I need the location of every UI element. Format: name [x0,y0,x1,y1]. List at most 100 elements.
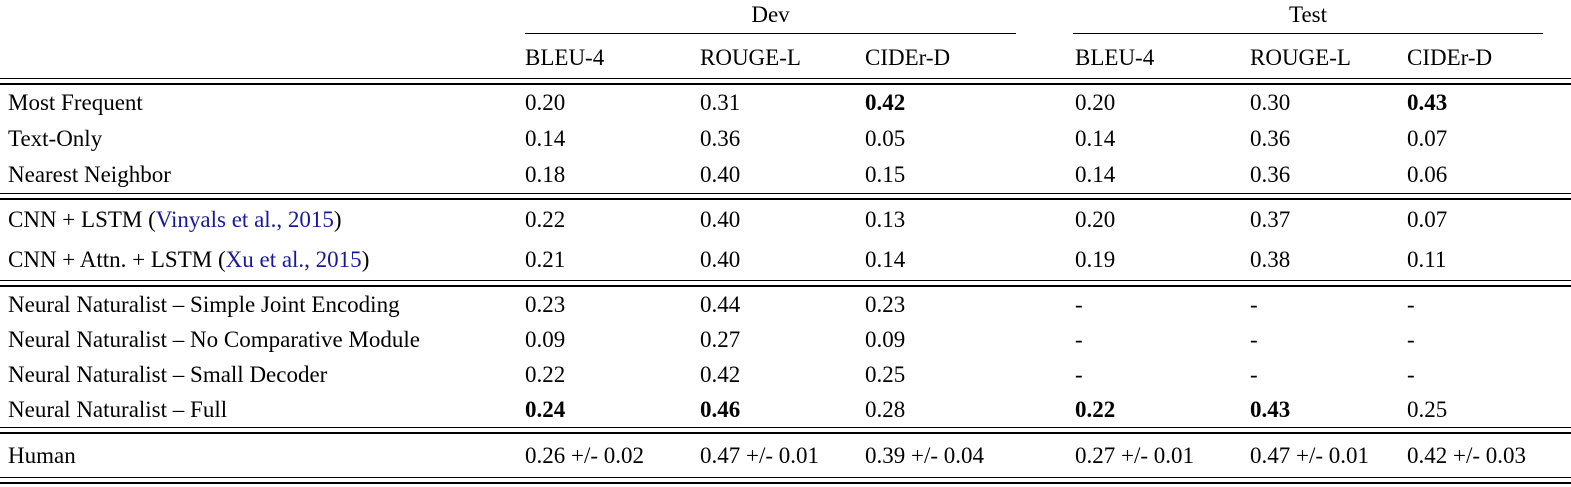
row-label-text: Neural Naturalist – No Comparative Modul… [8,327,420,352]
row-label-text: Neural Naturalist – Full [8,397,228,422]
table-row: Neural Naturalist – Full 0.24 0.46 0.28 … [0,392,1571,427]
row-label-text: CNN + LSTM ( [8,207,156,232]
row-label: Text-Only [0,121,525,157]
value-cell: 0.25 [865,362,906,387]
value-cell: 0.15 [865,162,906,187]
value-cell: 0.36 [700,126,741,151]
value-cell: 0.14 [865,247,906,272]
value-cell: 0.23 [865,292,906,317]
value-cell: 0.38 [1250,247,1291,272]
row-label-text: Most Frequent [8,90,143,115]
row-label: Neural Naturalist – Simple Joint Encodin… [0,287,525,322]
value-cell: 0.27 +/- 0.01 [1075,443,1195,468]
value-cell: 0.31 [700,90,741,115]
value-cell: - [1250,362,1258,387]
value-cell: - [1407,362,1415,387]
row-label-text: Neural Naturalist – Simple Joint Encodin… [8,292,400,317]
value-cell: 0.20 [1075,207,1116,232]
row-label-text: Neural Naturalist – Small Decoder [8,362,328,387]
value-cell: 0.36 [1250,162,1291,187]
table-row: Nearest Neighbor 0.18 0.40 0.15 0.14 0.3… [0,157,1571,193]
value-cell: 0.22 [525,207,566,232]
value-cell: 0.47 +/- 0.01 [1250,443,1370,468]
value-cell: 0.40 [700,207,741,232]
value-cell: 0.06 [1407,162,1448,187]
value-cell: 0.43 [1407,90,1448,115]
table-row: Text-Only 0.14 0.36 0.05 0.14 0.36 0.07 [0,121,1571,157]
table-row: CNN + Attn. + LSTM (Xu et al., 2015) 0.2… [0,240,1571,280]
value-cell: 0.18 [525,162,566,187]
value-cell: 0.40 [700,247,741,272]
metric-header-row: BLEU-4 ROUGE-L CIDEr-D BLEU-4 ROUGE-L CI… [0,34,1571,78]
row-label-text: ) [333,207,342,232]
value-cell: 0.05 [865,126,906,151]
section-prior-models: CNN + LSTM (Vinyals et al., 2015) 0.22 0… [0,200,1571,280]
metric-header-dev-bleu4: BLEU-4 [525,45,605,70]
section-neural-naturalist: Neural Naturalist – Simple Joint Encodin… [0,287,1571,427]
citation-link[interactable]: Xu et al., 2015 [225,247,362,272]
value-cell: - [1075,362,1083,387]
row-label: Nearest Neighbor [0,157,525,193]
table-row: Human 0.26 +/- 0.02 0.47 +/- 0.01 0.39 +… [0,434,1571,477]
value-cell: 0.09 [525,327,566,352]
table-row: Neural Naturalist – Small Decoder 0.22 0… [0,357,1571,392]
value-cell: 0.09 [865,327,906,352]
value-cell: 0.27 [700,327,741,352]
row-label: Neural Naturalist – Full [0,392,525,427]
row-label-text: Nearest Neighbor [8,162,171,187]
value-cell: 0.22 [525,362,566,387]
value-cell: 0.43 [1250,397,1291,422]
value-cell: - [1075,327,1083,352]
value-cell: 0.30 [1250,90,1291,115]
value-cell: 0.07 [1407,207,1448,232]
value-cell: 0.28 [865,397,906,422]
value-cell: 0.42 [700,362,741,387]
value-cell: 0.14 [1075,162,1116,187]
metric-header-dev-rougel: ROUGE-L [700,45,801,70]
value-cell: 0.24 [525,397,566,422]
row-label-text: Human [8,443,76,468]
value-cell: 0.40 [700,162,741,187]
value-cell: 0.47 +/- 0.01 [700,443,820,468]
metric-header-dev-ciderd: CIDEr-D [865,45,951,70]
section-rule-3 [0,427,1571,434]
value-cell: - [1407,292,1415,317]
row-label: Human [0,434,525,477]
value-cell: 0.22 [1075,397,1116,422]
value-cell: 0.14 [525,126,566,151]
row-label: Most Frequent [0,85,525,121]
value-cell: 0.14 [1075,126,1116,151]
value-cell: 0.39 +/- 0.04 [865,443,985,468]
citation-link[interactable]: Vinyals et al., 2015 [155,207,334,232]
metric-header-test-ciderd: CIDEr-D [1407,45,1493,70]
value-cell: - [1250,327,1258,352]
table-row: CNN + LSTM (Vinyals et al., 2015) 0.22 0… [0,200,1571,240]
value-cell: 0.21 [525,247,566,272]
value-cell: - [1407,327,1415,352]
group-header-row: Dev Test [0,0,1571,34]
value-cell: 0.20 [525,90,566,115]
value-cell: 0.36 [1250,126,1291,151]
section-human: Human 0.26 +/- 0.02 0.47 +/- 0.01 0.39 +… [0,434,1571,477]
row-label: Neural Naturalist – Small Decoder [0,357,525,392]
bottom-rule [0,477,1571,484]
value-cell: 0.23 [525,292,566,317]
value-cell: 0.19 [1075,247,1116,272]
row-label: CNN + Attn. + LSTM (Xu et al., 2015) [0,240,525,280]
section-rule-1 [0,193,1571,200]
value-cell: 0.07 [1407,126,1448,151]
table-row: Neural Naturalist – Simple Joint Encodin… [0,287,1571,322]
row-label-text: CNN + Attn. + LSTM ( [8,247,226,272]
metric-header-spacer [0,34,525,78]
section-rule-2 [0,280,1571,287]
group-header-test: Test [1073,0,1543,34]
metric-header-test-rougel: ROUGE-L [1250,45,1351,70]
value-cell: - [1075,292,1083,317]
value-cell: - [1250,292,1258,317]
section-baselines: Most Frequent 0.20 0.31 0.42 0.20 0.30 0… [0,85,1571,193]
table-row: Neural Naturalist – No Comparative Modul… [0,322,1571,357]
header-rule [0,78,1571,85]
value-cell: 0.25 [1407,397,1448,422]
value-cell: 0.42 +/- 0.03 [1407,443,1527,468]
